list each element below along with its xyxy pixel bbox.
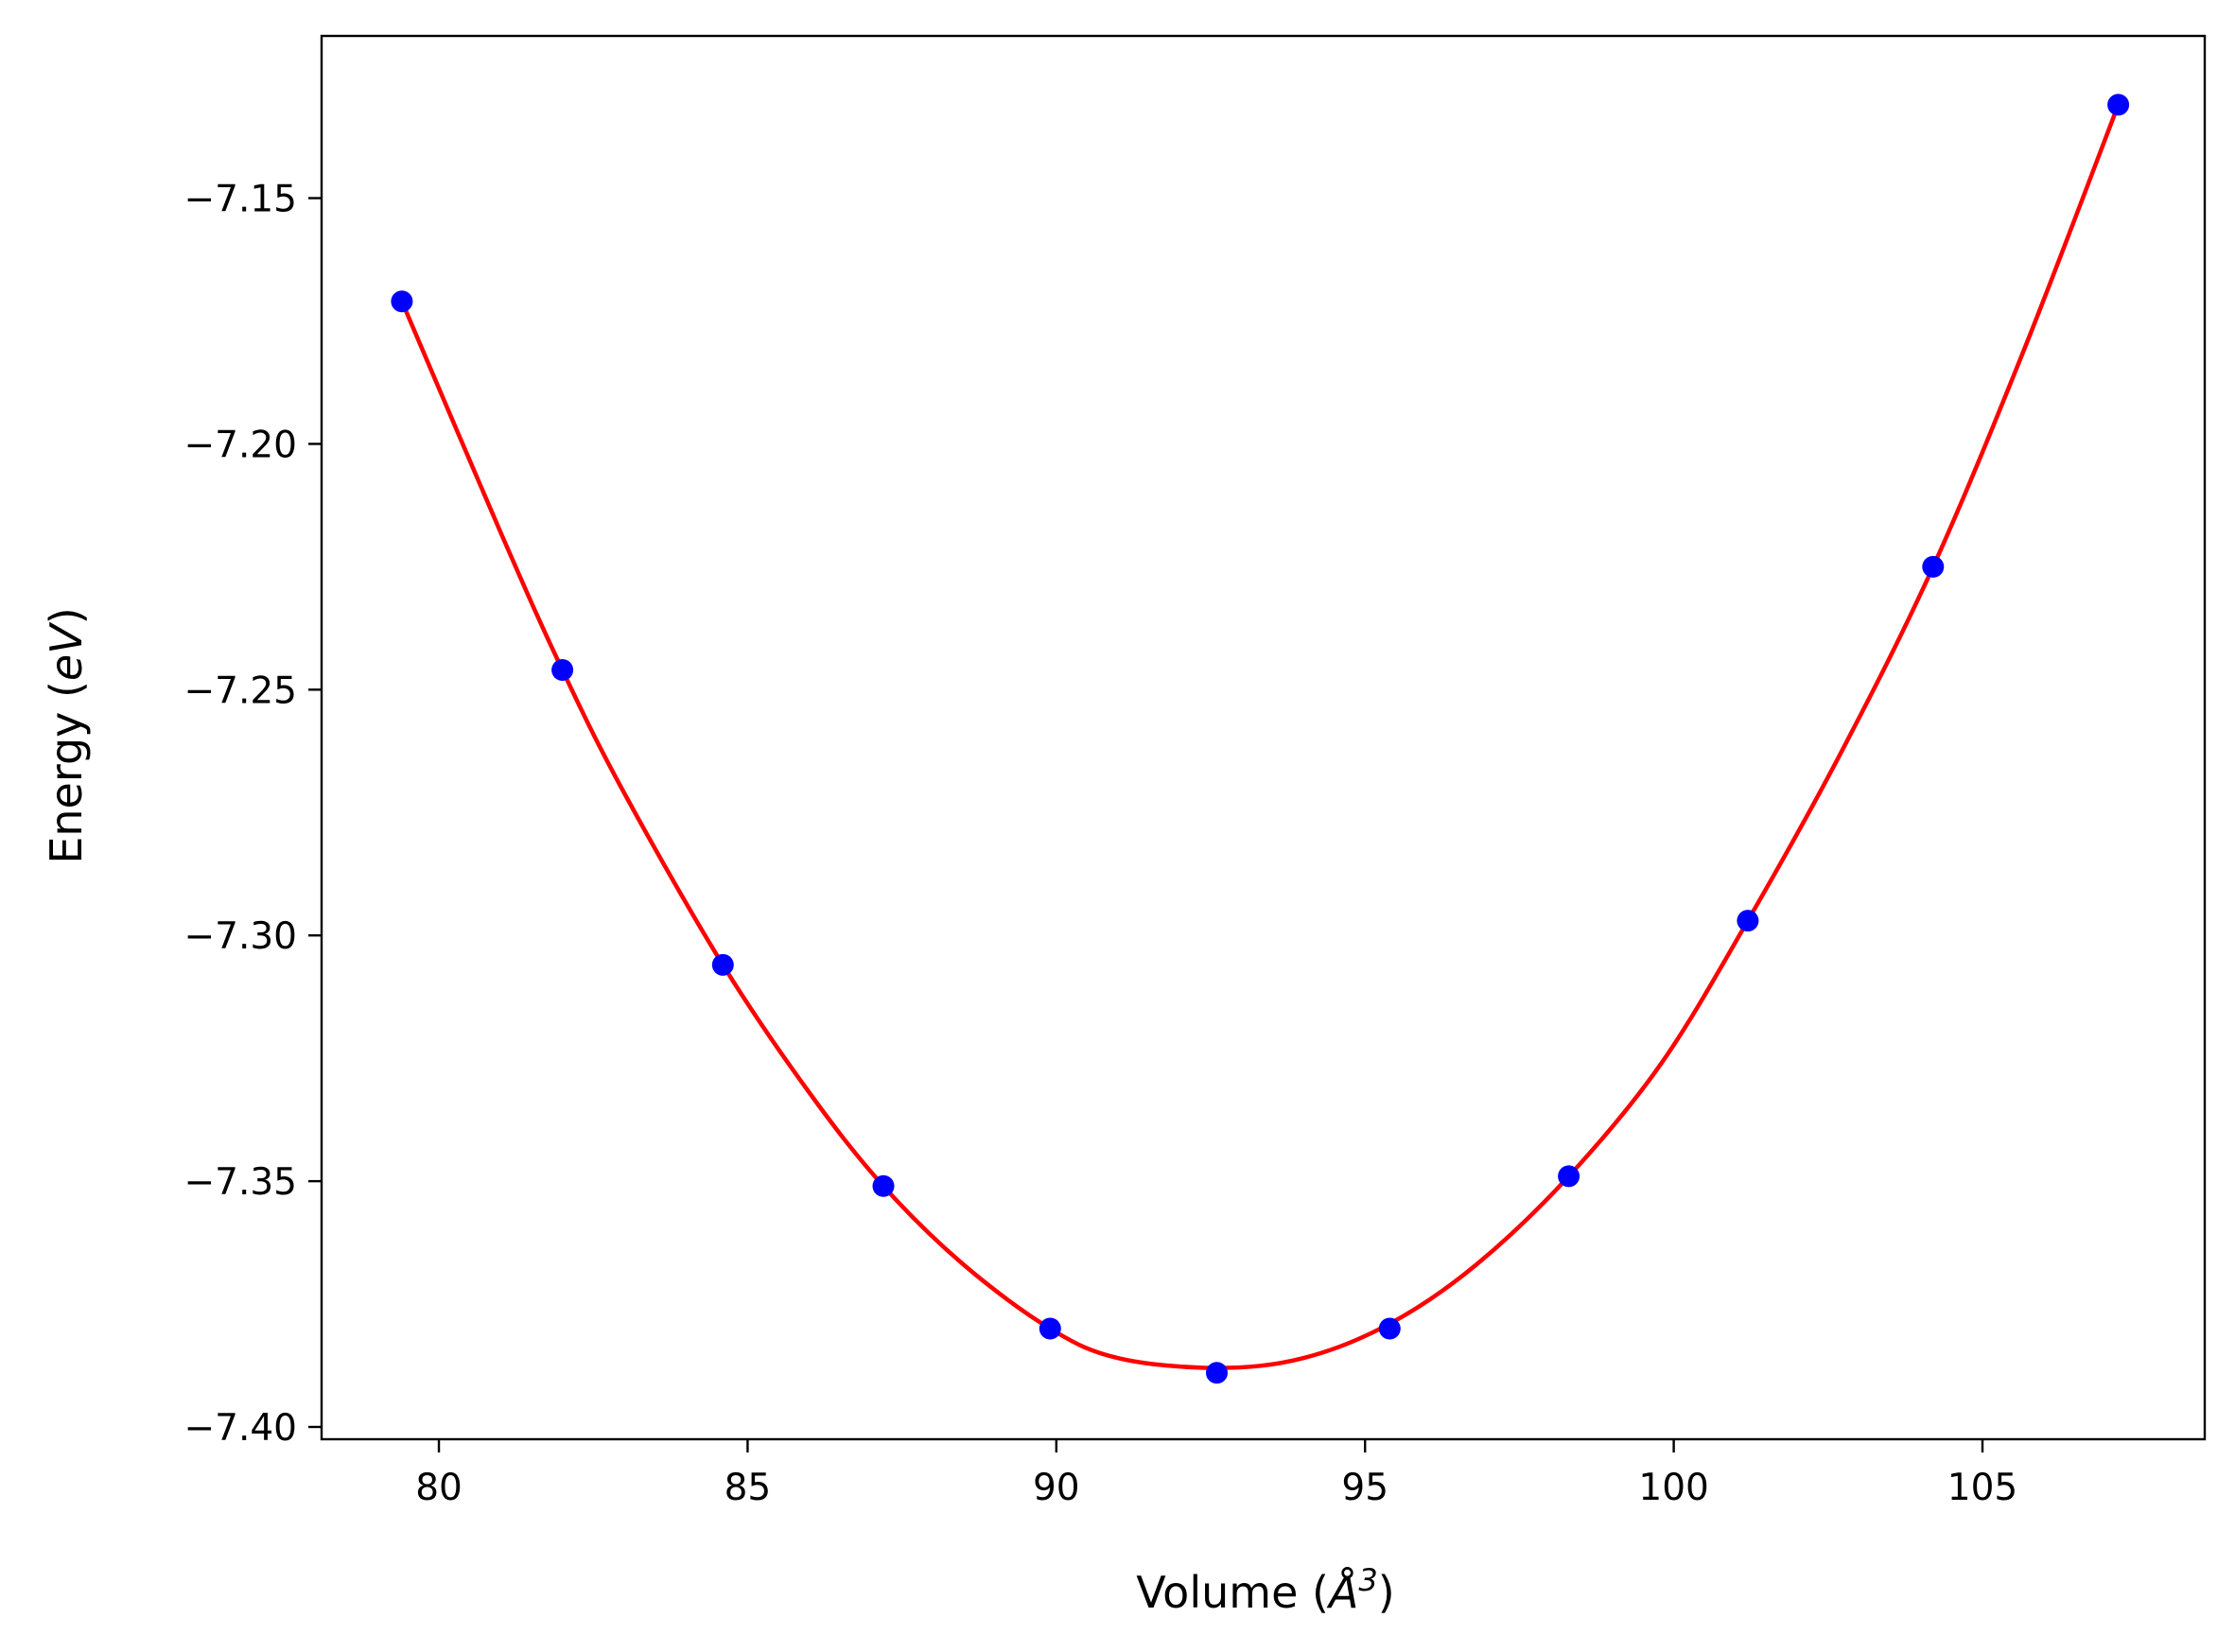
y-axis: −7.15 −7.20 −7.25 −7.30 −7.35 −7.40 (183, 179, 322, 1450)
data-point (1737, 910, 1759, 932)
x-axis: 80 85 90 95 100 105 (415, 1439, 2017, 1509)
data-point (1558, 1165, 1580, 1188)
y-tick-label: −7.20 (183, 424, 297, 466)
data-point (551, 659, 574, 681)
data-point (1039, 1317, 1061, 1340)
y-tick-label: −7.15 (183, 179, 297, 221)
x-tick-label: 80 (415, 1467, 463, 1509)
x-tick-label: 95 (1341, 1467, 1388, 1509)
y-tick-label: −7.35 (183, 1161, 297, 1204)
data-point (872, 1174, 895, 1197)
data-point (391, 290, 413, 313)
plot-area (391, 94, 2130, 1384)
fit-curve-line (399, 103, 2121, 1370)
x-axis-label: Volume (Å3) (1136, 1562, 1394, 1618)
y-tick-label: −7.25 (183, 669, 297, 712)
y-tick-label: −7.40 (183, 1407, 297, 1450)
data-point (1378, 1317, 1401, 1340)
x-tick-label: 105 (1947, 1467, 2017, 1509)
data-point (1922, 555, 1945, 578)
y-tick-label: −7.30 (183, 915, 297, 958)
x-tick-label: 100 (1638, 1467, 1708, 1509)
y-axis-label: Energy (eV) (41, 607, 92, 863)
x-tick-label: 90 (1033, 1467, 1080, 1509)
data-point (2107, 94, 2130, 116)
data-point (1206, 1362, 1228, 1384)
x-tick-label: 85 (725, 1467, 772, 1509)
axes-frame (320, 34, 2207, 1441)
data-point (711, 953, 734, 976)
